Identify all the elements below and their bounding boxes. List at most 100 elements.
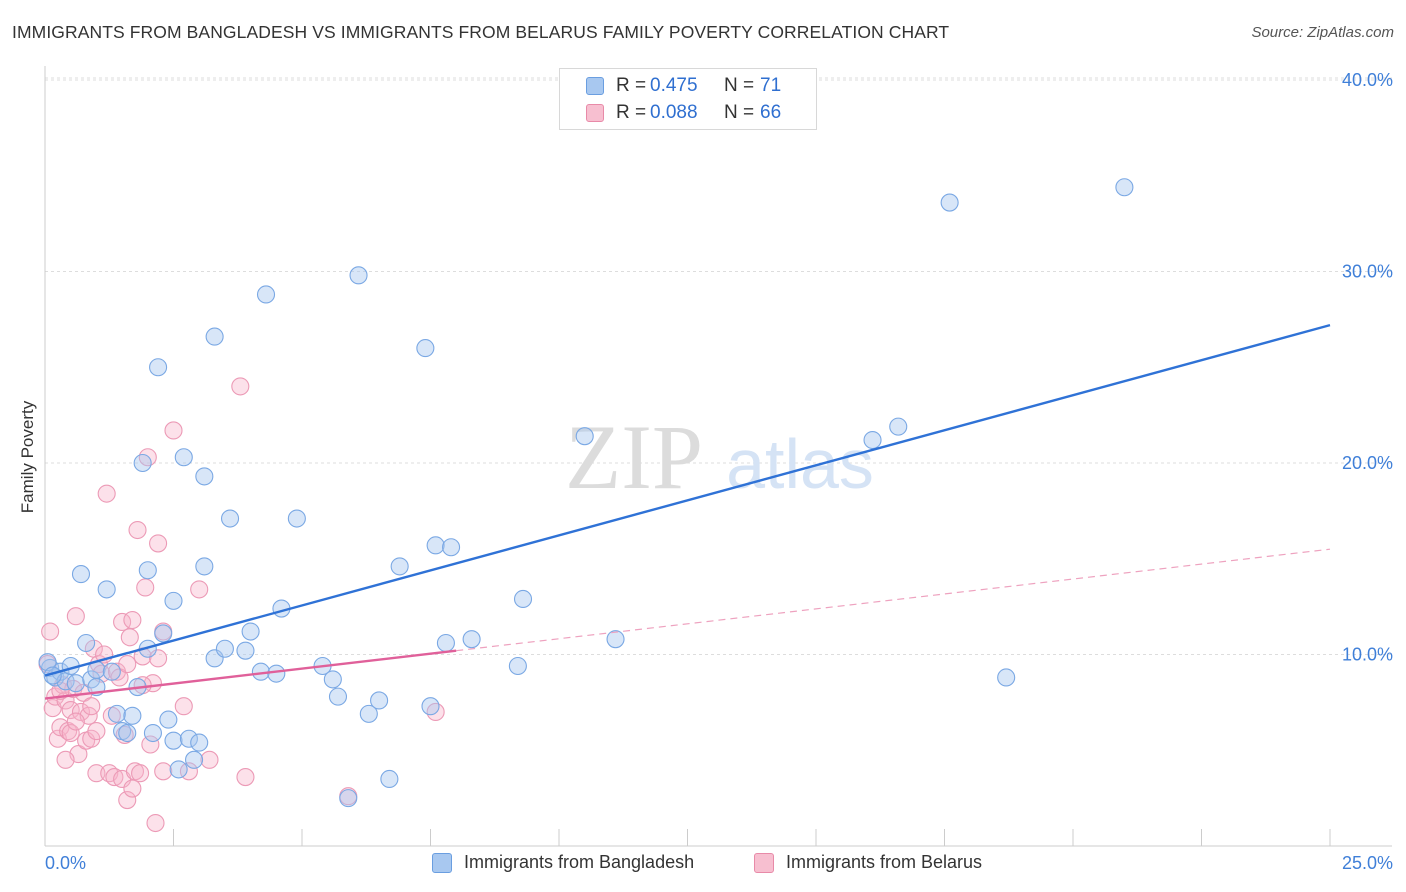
legend-label-bangladesh: Immigrants from Bangladesh	[464, 852, 695, 872]
legend-item-belarus[interactable]: Immigrants from Belarus	[754, 852, 982, 873]
bangladesh-point	[359, 704, 378, 723]
bangladesh-point	[323, 670, 342, 689]
bangladesh-point	[77, 633, 96, 653]
bangladesh-point	[118, 723, 137, 743]
series-legend: Immigrants from Bangladesh Immigrants fr…	[0, 852, 1406, 878]
belarus-point	[118, 790, 137, 810]
bangladesh-point	[205, 327, 224, 346]
bangladesh-trendline	[44, 323, 1331, 677]
bangladesh-point	[66, 674, 85, 693]
belarus-point	[66, 712, 85, 731]
bangladesh-point	[380, 769, 399, 789]
legend-n-label: N =	[724, 102, 755, 123]
belarus-point	[120, 628, 139, 647]
legend-r-value: 0.088	[650, 102, 698, 123]
belarus-point	[138, 448, 157, 467]
bangladesh-point	[863, 430, 882, 450]
bangladesh-point	[462, 630, 481, 649]
belarus-point	[87, 722, 106, 741]
legend-item-bangladesh[interactable]: Immigrants from Bangladesh	[432, 852, 694, 873]
legend-n-label: N =	[724, 75, 755, 96]
belarus-point	[154, 762, 173, 781]
legend-r-value: 0.475	[650, 75, 698, 96]
source-credit: Source: ZipAtlas.com	[1251, 24, 1394, 41]
legend-swatch-bangladesh	[432, 852, 452, 873]
legend-swatch-bangladesh	[586, 77, 604, 95]
belarus-point	[128, 520, 147, 540]
belarus-point	[41, 622, 60, 641]
bangladesh-point	[220, 509, 240, 528]
bangladesh-point	[154, 624, 173, 643]
y-axis-label: Family Poverty	[18, 400, 37, 514]
y-tick-label: 10.0%	[1342, 645, 1393, 665]
bangladesh-point	[215, 639, 234, 658]
bangladesh-point	[889, 417, 908, 436]
bangladesh-point	[349, 266, 368, 285]
belarus-point	[426, 702, 445, 722]
bangladesh-point	[164, 731, 183, 750]
legend-swatch-belarus	[586, 104, 604, 122]
belarus-point	[231, 377, 250, 396]
bangladesh-point	[940, 193, 959, 212]
legend-n-value: 66	[760, 102, 782, 123]
y-tick-label: 40.0%	[1342, 70, 1393, 90]
bangladesh-point	[97, 580, 116, 599]
bangladesh-point	[508, 656, 527, 676]
belarus-point	[174, 697, 193, 716]
belarus-point	[141, 735, 160, 754]
correlation-legend: R = 0.475 N = 71 R = 0.088 N = 66	[559, 68, 817, 130]
bangladesh-point	[164, 591, 183, 610]
bangladesh-point	[287, 509, 306, 528]
belarus-point	[131, 764, 150, 783]
belarus-point	[146, 813, 165, 833]
bangladesh-point	[190, 733, 209, 752]
bangladesh-point	[436, 633, 455, 653]
belarus-point	[236, 768, 255, 787]
bangladesh-point	[256, 285, 276, 304]
belarus-point	[200, 750, 219, 769]
bangladesh-point	[328, 687, 348, 706]
bangladesh-point	[575, 427, 594, 446]
belarus-point	[136, 578, 155, 597]
bangladesh-point	[339, 789, 358, 808]
bangladesh-point	[390, 557, 409, 576]
belarus-point	[149, 534, 168, 553]
belarus-point	[56, 750, 75, 769]
bangladesh-point	[370, 691, 389, 710]
bangladesh-point	[143, 723, 162, 743]
bangladesh-point	[185, 750, 204, 769]
belarus-point	[66, 607, 85, 626]
belarus-point	[164, 421, 183, 440]
watermark-atlas: atlas	[726, 425, 874, 503]
belarus-point	[118, 655, 137, 674]
bangladesh-point	[513, 589, 533, 609]
belarus-point	[105, 768, 124, 787]
bangladesh-point	[169, 760, 188, 779]
bangladesh-point	[149, 358, 168, 377]
belarus-point	[123, 610, 142, 630]
belarus-point	[190, 580, 209, 599]
bangladesh-point	[174, 448, 193, 467]
legend-swatch-belarus	[754, 852, 774, 873]
bangladesh-point	[241, 622, 260, 641]
belarus-point	[59, 722, 78, 741]
bangladesh-point	[107, 704, 127, 723]
belarus-point	[82, 697, 101, 716]
bangladesh-point	[71, 565, 91, 584]
belarus-point	[61, 723, 80, 743]
bangladesh-point	[236, 641, 255, 660]
bangladesh-point	[138, 561, 157, 580]
bangladesh-point	[442, 538, 461, 557]
bangladesh-point	[267, 664, 286, 683]
belarus-trendline-extension	[456, 548, 1331, 652]
legend-n-value: 71	[760, 75, 782, 96]
legend-r-label: R =	[616, 102, 647, 123]
bangladesh-point	[102, 662, 121, 681]
chart-title: IMMIGRANTS FROM BANGLADESH VS IMMIGRANTS…	[12, 22, 950, 42]
belarus-trendline	[44, 649, 457, 700]
bangladesh-point	[421, 697, 440, 716]
bangladesh-point	[179, 729, 198, 748]
belarus-point	[87, 764, 106, 783]
legend-row-bangladesh: R = 0.475 N = 71	[586, 73, 781, 99]
